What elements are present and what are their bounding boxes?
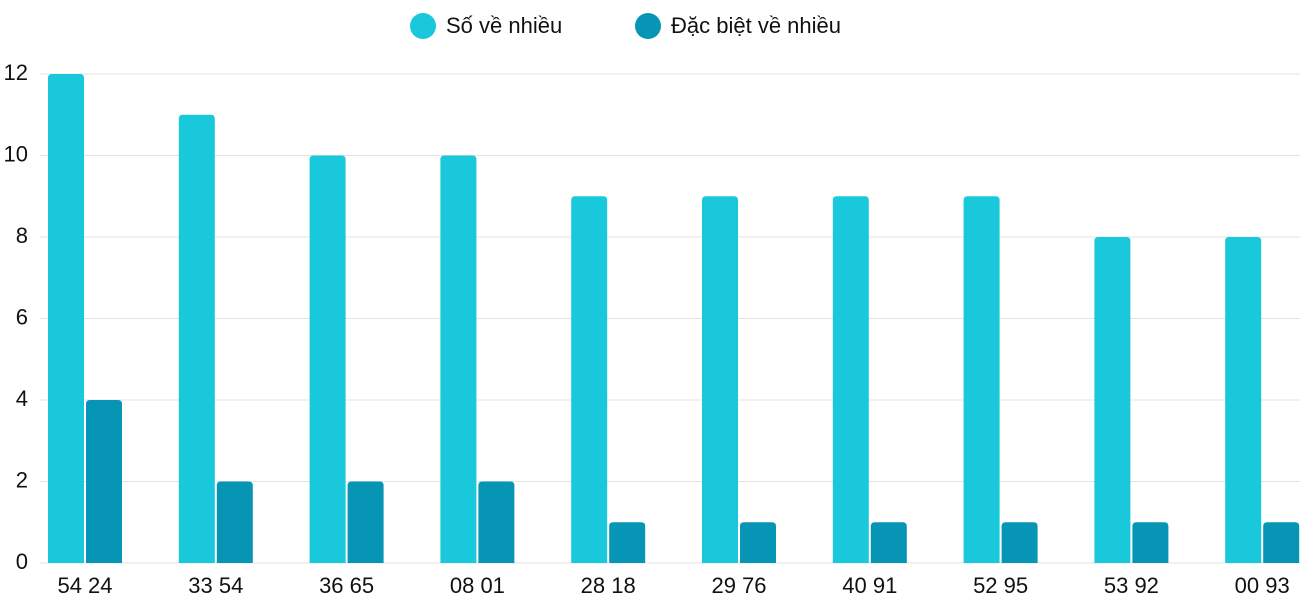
bar — [1132, 522, 1169, 563]
y-tick-label: 6 — [16, 304, 28, 329]
y-tick-label: 2 — [16, 467, 28, 492]
bar — [86, 400, 122, 563]
x-tick-label: 53 92 — [1104, 573, 1159, 598]
x-tick-label: 52 95 — [973, 573, 1028, 598]
y-tick-label: 0 — [16, 549, 28, 574]
x-tick-label: 40 91 — [842, 573, 897, 598]
y-tick-label: 4 — [16, 386, 28, 411]
bar — [1225, 237, 1262, 563]
bar — [1094, 237, 1131, 563]
bar — [48, 74, 84, 563]
bar — [178, 114, 215, 563]
bar — [347, 481, 384, 563]
bar — [216, 481, 253, 563]
x-tick-label: 08 01 — [450, 573, 505, 598]
x-tick-label: 28 18 — [581, 573, 636, 598]
y-tick-label: 10 — [4, 141, 28, 166]
bar — [309, 155, 346, 563]
legend-label: Đặc biệt về nhiều — [671, 13, 841, 38]
bar — [609, 522, 646, 563]
bar — [440, 155, 477, 563]
bar — [702, 196, 738, 563]
x-tick-label: 33 54 — [188, 573, 243, 598]
x-tick-label: 29 76 — [711, 573, 766, 598]
x-tick-label: 54 24 — [57, 573, 112, 598]
bar — [870, 522, 907, 563]
legend-swatch — [635, 13, 661, 39]
bar — [740, 522, 776, 563]
bar — [963, 196, 1000, 563]
y-tick-label: 8 — [16, 223, 28, 248]
bar — [832, 196, 869, 563]
bar — [478, 481, 515, 563]
bar — [571, 196, 608, 563]
x-tick-label: 00 93 — [1235, 573, 1290, 598]
bar — [1263, 522, 1300, 563]
bar — [1001, 522, 1038, 563]
y-tick-label: 12 — [4, 60, 28, 85]
x-tick-label: 36 65 — [319, 573, 374, 598]
legend-swatch — [410, 13, 436, 39]
legend-label: Số về nhiều — [446, 13, 562, 38]
